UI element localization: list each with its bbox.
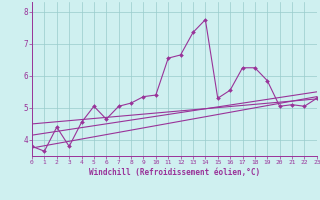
X-axis label: Windchill (Refroidissement éolien,°C): Windchill (Refroidissement éolien,°C) <box>89 168 260 177</box>
